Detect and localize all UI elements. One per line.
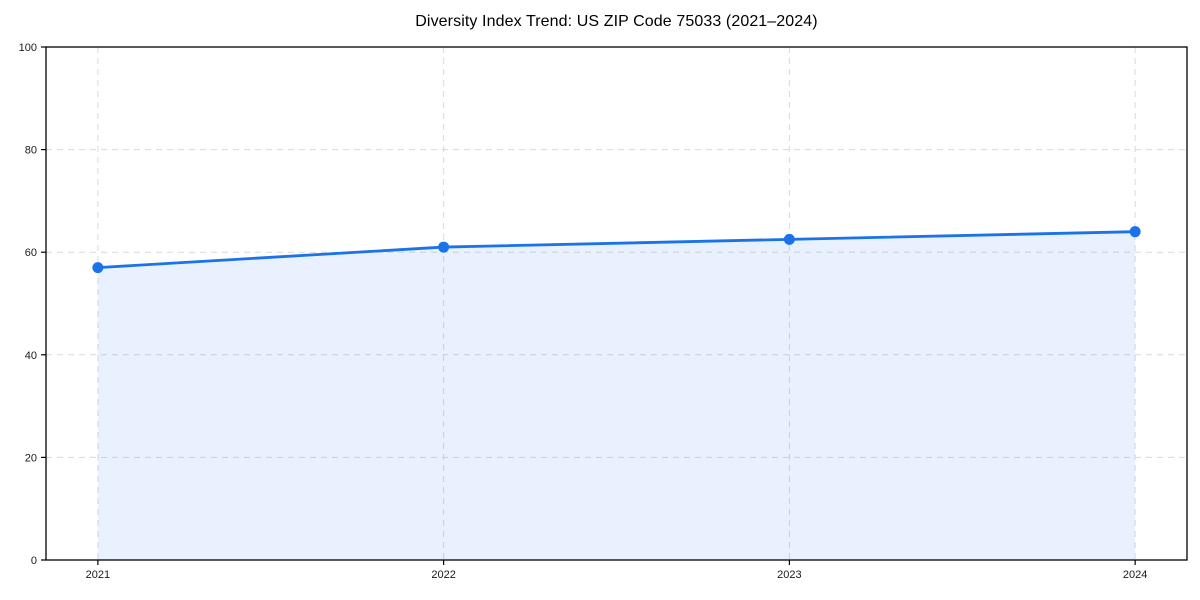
x-tick-label: 2024 bbox=[1123, 569, 1147, 581]
x-tick-label: 2021 bbox=[86, 569, 110, 581]
data-point-marker bbox=[1129, 226, 1141, 238]
y-tick-label: 60 bbox=[25, 247, 37, 259]
area-fill bbox=[97, 231, 1136, 560]
y-tick-label: 80 bbox=[25, 145, 37, 157]
trend-line bbox=[96, 230, 1137, 269]
data-point-marker bbox=[783, 233, 795, 245]
chart-title: Diversity Index Trend: US ZIP Code 75033… bbox=[415, 13, 818, 30]
x-tick-label: 2022 bbox=[431, 569, 455, 581]
y-tick-label: 40 bbox=[25, 350, 37, 362]
data-point-marker bbox=[438, 241, 450, 253]
y-tick-label: 100 bbox=[19, 42, 37, 54]
data-point-marker bbox=[92, 262, 104, 274]
plot-border bbox=[45, 46, 1188, 561]
x-tick-label: 2023 bbox=[777, 569, 801, 581]
y-tick-label: 0 bbox=[31, 555, 37, 567]
y-tick-label: 20 bbox=[25, 452, 37, 464]
